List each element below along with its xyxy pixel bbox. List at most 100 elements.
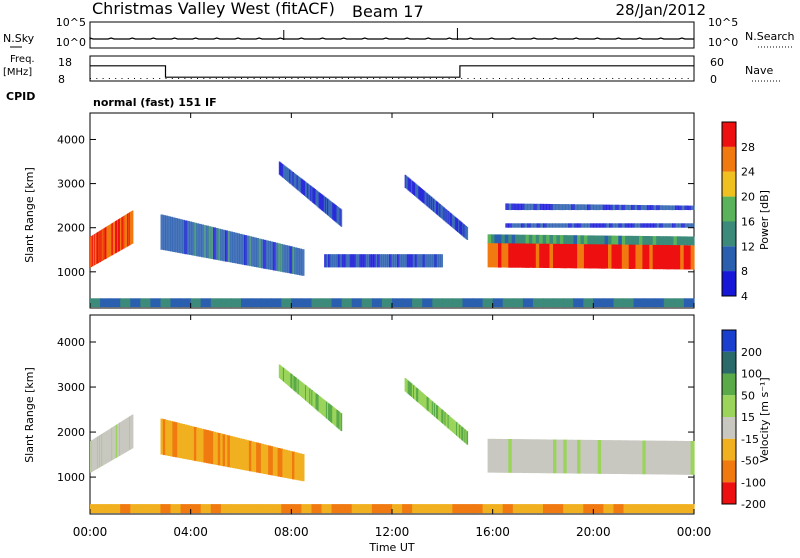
vel-panel-cell [311,390,313,406]
power-panel-cell [90,236,92,268]
vel-panel-cell [371,504,383,514]
power-panel-cell [443,207,445,221]
power-panel-cell [397,254,400,268]
power-panel-cell [659,244,664,270]
vel-panel-cell [220,504,232,514]
power-panel-cell [498,234,502,244]
power-panel-cell [436,201,438,215]
power-panel-cell [351,254,355,268]
vel-panel-cell [127,417,130,451]
power-panel-cell [428,195,431,209]
power-panel-cell [498,241,502,268]
power-panel-cell [624,204,629,210]
vel-panel-cell [119,422,121,456]
vel-panel-cell [337,410,340,429]
vel-cbar-swatch [722,438,736,461]
power-panel-cell [528,241,533,268]
vel-panel-cell [203,429,207,463]
vel-panel-cell [177,422,181,458]
vel-panel-cell [101,433,103,466]
vel-panel-cell [270,446,274,476]
vel-panel-cell [573,439,578,474]
vel-panel-cell [215,432,219,465]
power-panel-cell [618,243,623,269]
power-panel-cell [593,223,597,228]
power-panel-cell [328,199,330,217]
vel-panel-cell [570,439,575,474]
power-panel-cell [656,205,660,211]
power-panel-cell [408,178,411,192]
power-panel-cell [635,235,640,245]
vel-panel-cell [680,440,685,475]
power-panel-cell [511,203,516,210]
vel-panel-cell [100,434,102,467]
vel-panel-cell [625,440,630,475]
power-panel-cell [351,298,363,308]
vel-panel-cell [296,378,299,394]
power-panel-cell [460,221,462,235]
power-cbar-swatch [722,271,736,296]
power-panel-cell [442,206,444,220]
power-panel-cell [286,167,288,181]
vel-panel-cell [604,440,609,474]
power-panel-cell [577,242,582,269]
vel-panel-cell [287,450,291,479]
power-panel-cell [220,229,224,261]
power-panel-cell [653,223,657,228]
power-panel-cell [381,254,384,268]
power-panel-cell [559,235,564,244]
vel-cbar-tick: -200 [741,498,766,511]
power-panel-cell [383,254,386,268]
power-panel-cell [684,205,689,210]
power-panel-cell [553,242,557,269]
vel-panel-cell [251,504,262,514]
power-panel-cell [681,205,686,211]
vel-panel-cell [428,398,431,413]
vel-cbar-tick: -15 [741,433,759,446]
power-panel-cell [340,209,343,227]
power-panel-cell [229,231,233,263]
power-panel-cell [515,234,520,244]
xtick-label: 16:00 [475,525,510,539]
power-panel-cell [517,203,522,211]
power-panel-cell [590,204,594,210]
power-panel-cell [605,204,610,210]
power-panel-cell [126,214,128,247]
freq-unit: [MHz] [3,67,32,78]
vel-panel-cell [331,504,343,514]
power-panel-cell [565,223,569,228]
vel-panel-cell [130,415,132,450]
power-panel-cell [95,233,97,265]
vel-panel-cell [566,439,571,474]
power-panel-cell [462,298,474,308]
power-panel-cell [330,254,333,268]
power-panel-cell [539,234,544,244]
power-panel-cell [552,204,557,211]
power-panel-cell [365,254,368,268]
power-panel-cell [123,215,125,249]
power-panel-cell [359,254,363,268]
power-colorbar-label: Power [dB] [758,190,771,250]
power-panel-cell [527,223,531,228]
power-panel-cell [536,203,541,211]
vel-panel-cell [160,418,164,455]
power-panel-cell [253,237,257,267]
power-panel-cell [246,235,250,266]
power-panel-cell [341,254,345,268]
power-panel-cell [404,174,407,188]
vel-panel-cell [298,380,301,396]
power-panel-cell [645,244,650,270]
power-panel-cell [361,298,373,308]
power-panel-cell [371,298,383,308]
power-panel-cell [563,235,568,244]
power-panel-cell [593,298,604,308]
power-panel-cell [96,232,98,264]
power-cbar-swatch [722,246,736,272]
vel-panel-cell [112,426,115,460]
power-panel-cell [413,181,415,195]
power-cbar-tick: 8 [741,265,748,278]
power-panel-cell [324,197,327,214]
vel-cbar-swatch [722,460,736,483]
power-panel-cell [205,225,209,259]
vel-panel-cell [91,440,93,472]
